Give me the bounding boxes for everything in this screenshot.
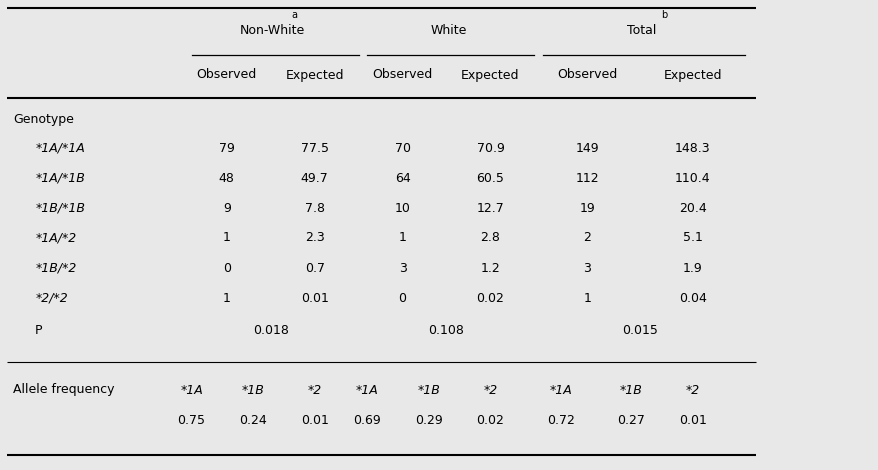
Text: *2: *2: [307, 384, 321, 397]
Text: Allele frequency: Allele frequency: [13, 384, 114, 397]
Text: Expected: Expected: [461, 69, 519, 81]
Text: b: b: [660, 10, 666, 20]
Text: 2.8: 2.8: [480, 232, 500, 244]
Text: 0.01: 0.01: [678, 414, 706, 426]
Text: 0.015: 0.015: [622, 323, 657, 337]
Text: *1A: *1A: [549, 384, 572, 397]
Text: 5.1: 5.1: [682, 232, 702, 244]
Text: Observed: Observed: [197, 69, 256, 81]
Text: *2: *2: [685, 384, 699, 397]
Text: 79: 79: [219, 141, 234, 155]
Text: *2/*2: *2/*2: [35, 291, 68, 305]
Text: Total: Total: [626, 24, 656, 37]
Text: 148.3: 148.3: [674, 141, 709, 155]
Text: *1B/*1B: *1B/*1B: [35, 202, 85, 214]
Text: 12.7: 12.7: [476, 202, 504, 214]
Text: 0.75: 0.75: [177, 414, 205, 426]
Text: 0.108: 0.108: [428, 323, 464, 337]
Text: 1: 1: [399, 232, 406, 244]
Text: 1: 1: [583, 291, 590, 305]
Text: 60.5: 60.5: [476, 172, 504, 185]
Text: 70.9: 70.9: [476, 141, 504, 155]
Text: Genotype: Genotype: [13, 113, 74, 126]
Text: *1B: *1B: [417, 384, 440, 397]
Text: 0: 0: [222, 261, 231, 274]
Text: 20.4: 20.4: [678, 202, 706, 214]
Text: 149: 149: [575, 141, 598, 155]
Text: 64: 64: [394, 172, 410, 185]
Text: *1A: *1A: [356, 384, 378, 397]
Text: 48: 48: [219, 172, 234, 185]
Text: 0: 0: [398, 291, 407, 305]
Text: a: a: [291, 10, 298, 20]
Text: *1A/*2: *1A/*2: [35, 232, 76, 244]
Text: 0.29: 0.29: [414, 414, 443, 426]
Text: 112: 112: [575, 172, 598, 185]
Text: 2: 2: [583, 232, 590, 244]
Text: Observed: Observed: [372, 69, 432, 81]
Text: 0.72: 0.72: [546, 414, 574, 426]
Text: *1B/*2: *1B/*2: [35, 261, 76, 274]
Text: 1.2: 1.2: [480, 261, 500, 274]
Text: 3: 3: [399, 261, 406, 274]
Text: 0.02: 0.02: [476, 291, 504, 305]
Text: 0.01: 0.01: [300, 291, 328, 305]
Text: 1: 1: [223, 232, 230, 244]
Text: *1A: *1A: [180, 384, 203, 397]
Text: 0.02: 0.02: [476, 414, 504, 426]
Text: 9: 9: [223, 202, 230, 214]
Text: Expected: Expected: [663, 69, 721, 81]
Text: *1A/*1A: *1A/*1A: [35, 141, 85, 155]
Text: 0.7: 0.7: [305, 261, 324, 274]
Text: 1: 1: [223, 291, 230, 305]
Text: *1B: *1B: [619, 384, 642, 397]
Text: Observed: Observed: [557, 69, 616, 81]
Text: White: White: [429, 24, 466, 37]
Text: 3: 3: [583, 261, 590, 274]
Text: 70: 70: [394, 141, 410, 155]
Text: 0.018: 0.018: [253, 323, 288, 337]
Text: Non-White: Non-White: [240, 24, 305, 37]
Text: 0.01: 0.01: [300, 414, 328, 426]
Text: 0.27: 0.27: [616, 414, 644, 426]
Text: 2.3: 2.3: [305, 232, 324, 244]
Text: 10: 10: [394, 202, 410, 214]
Text: 49.7: 49.7: [300, 172, 328, 185]
Text: *1B: *1B: [241, 384, 264, 397]
Text: 77.5: 77.5: [300, 141, 328, 155]
Text: Expected: Expected: [285, 69, 343, 81]
Text: 0.04: 0.04: [678, 291, 706, 305]
Text: *2: *2: [483, 384, 497, 397]
Text: 110.4: 110.4: [674, 172, 709, 185]
Text: 19: 19: [579, 202, 594, 214]
Text: 1.9: 1.9: [682, 261, 702, 274]
Text: 0.69: 0.69: [353, 414, 381, 426]
Text: *1A/*1B: *1A/*1B: [35, 172, 85, 185]
Text: P: P: [35, 323, 43, 337]
Text: 7.8: 7.8: [305, 202, 324, 214]
Text: 0.24: 0.24: [239, 414, 267, 426]
